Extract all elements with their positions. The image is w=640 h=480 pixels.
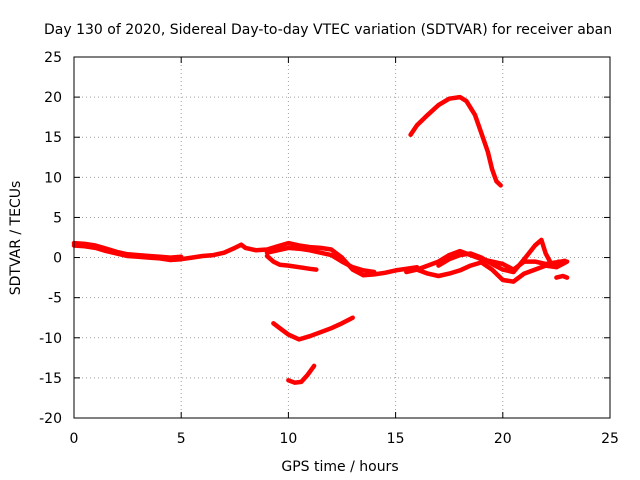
chart-title: Day 130 of 2020, Sidereal Day-to-day VTE… bbox=[44, 22, 612, 38]
series-track-10 bbox=[271, 315, 355, 342]
y-axis-label: SDTVAR / TECUs bbox=[8, 181, 24, 296]
series-track-4 bbox=[264, 253, 319, 272]
x-tick-label: 5 bbox=[177, 431, 186, 447]
series-track-2 bbox=[71, 240, 184, 260]
x-tick-label: 20 bbox=[494, 431, 512, 447]
y-tick-label: 25 bbox=[44, 50, 62, 66]
y-tick-label: -15 bbox=[39, 371, 62, 387]
series-track-3 bbox=[264, 245, 377, 275]
tick-layer: 0 5 10 15 20 25 -20 -15 -10 -5 0 5 10 15 20 25 bbox=[39, 50, 619, 447]
y-tick-label: -10 bbox=[39, 331, 62, 347]
x-tick-label: 15 bbox=[387, 431, 405, 447]
y-tick-label: 15 bbox=[44, 130, 62, 146]
x-axis-label: GPS time / hours bbox=[281, 459, 398, 475]
y-tick-label: 5 bbox=[53, 210, 62, 226]
y-tick-label: 10 bbox=[44, 170, 62, 186]
y-tick-label: -20 bbox=[39, 411, 62, 427]
grid-layer bbox=[74, 57, 610, 418]
series-track-7 bbox=[436, 237, 561, 275]
x-tick-label: 10 bbox=[279, 431, 297, 447]
series-layer bbox=[71, 94, 570, 385]
series-track-6 bbox=[414, 259, 570, 284]
y-tick-label: -5 bbox=[48, 291, 62, 307]
series-track-11 bbox=[286, 363, 317, 385]
series-track-8 bbox=[554, 273, 570, 280]
x-tick-label: 0 bbox=[70, 431, 79, 447]
plot-frame bbox=[73, 56, 611, 419]
y-tick-label: 20 bbox=[44, 90, 62, 106]
x-tick-label: 25 bbox=[601, 431, 619, 447]
series-track-9 bbox=[408, 94, 503, 188]
y-tick-label: 0 bbox=[53, 251, 62, 267]
